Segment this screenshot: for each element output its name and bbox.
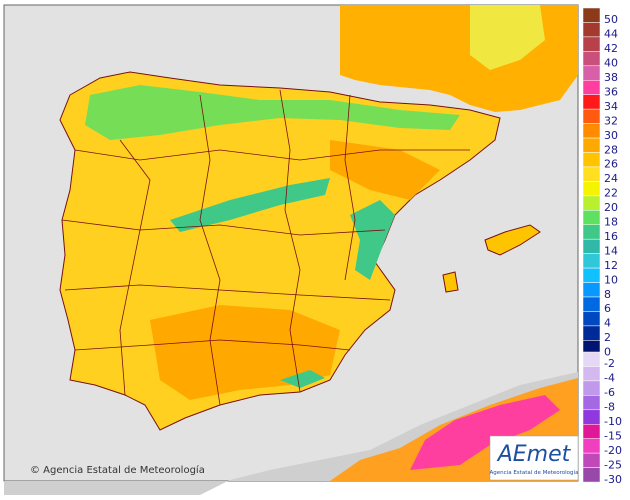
legend-label: 28 — [604, 143, 618, 156]
legend-label: -10 — [604, 415, 622, 428]
sierra-nevada — [280, 370, 325, 388]
legend-label: 20 — [604, 201, 618, 214]
legend-swatch — [582, 36, 601, 52]
legend-swatch — [582, 325, 601, 341]
legend-swatch — [582, 452, 601, 468]
logo-box — [489, 435, 579, 481]
legend-label: 42 — [604, 42, 618, 55]
north-cool — [85, 85, 460, 140]
legend-label: -15 — [604, 429, 622, 442]
legend-label: 30 — [604, 129, 618, 142]
legend-swatch — [582, 224, 601, 240]
legend-label: 40 — [604, 57, 618, 70]
legend-label: 16 — [604, 230, 618, 243]
legend-swatch — [582, 22, 601, 38]
legend-swatch — [582, 195, 601, 211]
legend-swatch — [582, 7, 601, 23]
footer: © Agencia Estatal de Meteorología AEmet … — [26, 435, 579, 481]
legend-label: 6 — [604, 302, 611, 315]
ibiza — [442, 271, 459, 293]
legend-swatch — [582, 166, 601, 182]
copyright: © Agencia Estatal de Meteorología — [30, 464, 205, 476]
legend-swatch — [582, 181, 601, 197]
legend-label: -20 — [604, 444, 622, 457]
legend-label: 2 — [604, 331, 611, 344]
legend-swatch — [582, 395, 601, 411]
legend-label: 38 — [604, 71, 618, 84]
legend-swatch — [582, 123, 601, 139]
legend-label: 8 — [604, 288, 611, 301]
legend-label: 50 — [604, 13, 618, 26]
legend-swatch — [582, 311, 601, 327]
legend-swatch — [582, 380, 601, 396]
legend-label: -25 — [604, 458, 622, 471]
copyright-box — [26, 460, 196, 478]
alps-region — [470, 5, 545, 70]
legend-label: -6 — [604, 386, 615, 399]
iberian-range — [350, 200, 395, 280]
legend-label: 12 — [604, 259, 618, 272]
mallorca — [484, 224, 541, 256]
legend-swatch — [582, 253, 601, 269]
legend-label: 10 — [604, 273, 618, 286]
legend-swatch — [582, 438, 601, 454]
legend-swatch — [582, 238, 601, 254]
legend-label: -8 — [604, 401, 615, 414]
legend-swatch — [582, 267, 601, 283]
borders — [61, 89, 470, 406]
logo-caption: Agencia Estatal de Meteorología — [490, 469, 579, 476]
legend-label: 36 — [604, 85, 618, 98]
legend: 5044424038363432302826242220181614121086… — [582, 7, 622, 486]
ebro-warm — [330, 140, 440, 200]
legend-label: 44 — [604, 28, 618, 41]
legend-swatch — [582, 296, 601, 312]
legend-swatch — [582, 137, 601, 153]
legend-swatch — [582, 409, 601, 425]
legend-swatch — [582, 65, 601, 81]
legend-label: 22 — [604, 187, 618, 200]
legend-swatch — [582, 108, 601, 124]
legend-swatch — [582, 282, 601, 298]
legend-label: 18 — [604, 216, 618, 229]
legend-swatch — [582, 152, 601, 168]
legend-label: -30 — [604, 473, 622, 486]
legend-label: 0 — [604, 346, 611, 359]
legend-swatch — [582, 51, 601, 67]
legend-label: -4 — [604, 372, 615, 385]
logo-brand: AEmet — [496, 442, 572, 467]
legend-swatch — [582, 80, 601, 95]
legend-swatch — [582, 94, 601, 110]
legend-label: 24 — [604, 172, 618, 185]
legend-swatch — [582, 210, 601, 226]
legend-label: 32 — [604, 114, 618, 127]
legend-swatch — [582, 366, 601, 382]
legend-label: 14 — [604, 244, 618, 257]
legend-swatch — [582, 467, 601, 483]
map-area — [3, 4, 579, 495]
atlas-hot — [410, 395, 560, 470]
legend-label: 4 — [604, 317, 611, 330]
legend-swatch — [582, 351, 601, 367]
central-range — [170, 178, 330, 232]
legend-label: 34 — [604, 100, 618, 113]
legend-label: 26 — [604, 158, 618, 171]
legend-swatch — [582, 424, 601, 439]
legend-label: -2 — [604, 357, 615, 370]
